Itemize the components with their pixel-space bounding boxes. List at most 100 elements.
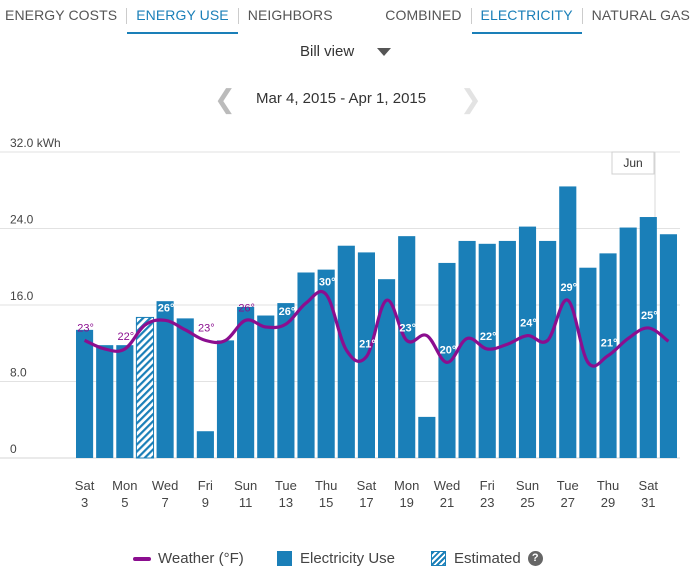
bar [559, 186, 577, 459]
x-tick-date: 31 [641, 495, 655, 510]
x-tick-day: Tue [557, 478, 579, 493]
x-tick-day: Sat [357, 478, 377, 493]
legend-estimated-label: Estimated [454, 550, 521, 567]
x-tick-day: Sat [75, 478, 95, 493]
bar [216, 340, 235, 458]
bar [96, 345, 114, 458]
x-tick-day: Thu [315, 478, 337, 493]
y-tick-label: 16.0 [10, 289, 34, 303]
month-marker-label: Jun [623, 156, 642, 170]
weather-data-label: 22° [480, 331, 497, 343]
bar [619, 227, 637, 458]
tab-electricity[interactable]: ELECTRICITY [471, 0, 582, 34]
x-tick-date: 15 [319, 495, 333, 510]
x-tick-day: Wed [152, 478, 179, 493]
x-tick-date: 11 [239, 495, 253, 510]
bar [317, 269, 335, 458]
bar [458, 240, 476, 458]
weather-data-label: 25° [641, 310, 658, 322]
tab-divider [470, 8, 472, 24]
x-tick-date: 29 [601, 495, 615, 510]
tab-divider [237, 8, 239, 24]
bar [237, 306, 255, 458]
weather-data-label: 20° [440, 344, 457, 356]
weather-data-label: 29° [560, 282, 577, 294]
date-range: Mar 4, 2015 - Apr 1, 2015 [256, 90, 427, 107]
legend-weather-label: Weather (°F) [158, 550, 244, 567]
legend-usage-label: Electricity Use [300, 550, 396, 567]
legend-weather[interactable]: Weather (°F) [133, 550, 244, 567]
previous-period-icon[interactable]: ❮ [214, 84, 236, 114]
x-tick-day: Mon [112, 478, 137, 493]
bar [116, 345, 134, 458]
tab-natural-gas[interactable]: NATURAL GAS [591, 7, 690, 23]
y-tick-label: 0 [10, 442, 17, 456]
bar [478, 243, 496, 458]
weather-data-label: 26° [279, 306, 296, 318]
bar [418, 416, 436, 458]
weather-data-label: 21° [601, 338, 618, 350]
tab-energy-use[interactable]: ENERGY USE [127, 0, 238, 34]
chart-legend: Weather (°F) Electricity Use Estimated ? [0, 550, 699, 572]
x-tick-day: Mon [394, 478, 419, 493]
x-tick-date: 5 [121, 495, 128, 510]
x-tick-date: 17 [359, 495, 373, 510]
x-tick-date: 7 [161, 495, 168, 510]
bar [539, 240, 557, 458]
tab-divider [126, 8, 128, 24]
bar [156, 301, 174, 458]
bar-estimated [135, 316, 155, 459]
weather-data-label: 26° [238, 302, 255, 314]
chevron-down-icon[interactable] [377, 48, 391, 56]
usage-chart: 0 8.0 16.0 24.0 32.0 kWh Jun 23° 22° 26° 23° 26°… [0, 136, 680, 510]
tab-neighbors[interactable]: NEIGHBORS [247, 7, 333, 23]
bar [438, 262, 456, 458]
x-tick-date: 27 [561, 495, 575, 510]
tab-combined[interactable]: COMBINED [385, 7, 462, 23]
x-tick-date: 23 [480, 495, 494, 510]
next-period-icon[interactable]: ❯ [460, 84, 482, 114]
weather-data-label: 21° [359, 339, 376, 351]
x-tick-date: 3 [81, 495, 88, 510]
bar [257, 315, 275, 458]
bar [398, 236, 416, 458]
bar [196, 431, 214, 458]
legend-usage[interactable]: Electricity Use [277, 550, 395, 567]
tab-energy-costs[interactable]: ENERGY COSTS [5, 7, 118, 23]
usage-swatch-icon [277, 551, 292, 566]
bar [176, 318, 194, 458]
x-tick-day: Fri [480, 478, 495, 493]
x-tick-day: Sat [639, 478, 659, 493]
x-tick-date: 21 [440, 495, 454, 510]
view-select[interactable]: Bill view [300, 43, 355, 60]
y-tick-label: 8.0 [10, 366, 27, 380]
bar [659, 234, 677, 458]
weather-data-label: 26° [158, 302, 175, 314]
bar [378, 279, 396, 458]
bar [498, 240, 516, 458]
y-tick-label: 32.0 kWh [10, 136, 61, 150]
bar [76, 329, 94, 458]
help-icon[interactable]: ? [527, 551, 543, 566]
bar [297, 272, 315, 458]
x-tick-day: Wed [434, 478, 461, 493]
x-tick-day: Sun [234, 478, 257, 493]
weather-data-label: 22° [118, 331, 135, 343]
x-tick-date: 19 [399, 495, 413, 510]
x-tick-day: Thu [597, 478, 619, 493]
y-tick-label: 24.0 [10, 213, 34, 227]
weather-data-label: 24° [520, 318, 537, 330]
bar [639, 217, 657, 458]
x-tick-date: 13 [279, 495, 293, 510]
fuel-tabs: COMBINED ELECTRICITY NATURAL GAS [376, 0, 699, 34]
weather-data-label: 30° [319, 276, 336, 288]
x-tick-date: 25 [520, 495, 534, 510]
bar [277, 303, 295, 458]
x-tick-day: Sun [516, 478, 539, 493]
utility-tabs: ENERGY COSTS ENERGY USE NEIGHBORS [0, 0, 342, 34]
weather-data-label: 23° [198, 322, 215, 334]
x-tick-day: Fri [198, 478, 213, 493]
legend-estimated[interactable]: Estimated ? [431, 550, 543, 567]
x-tick-day: Tue [275, 478, 297, 493]
x-tick-date: 9 [202, 495, 209, 510]
